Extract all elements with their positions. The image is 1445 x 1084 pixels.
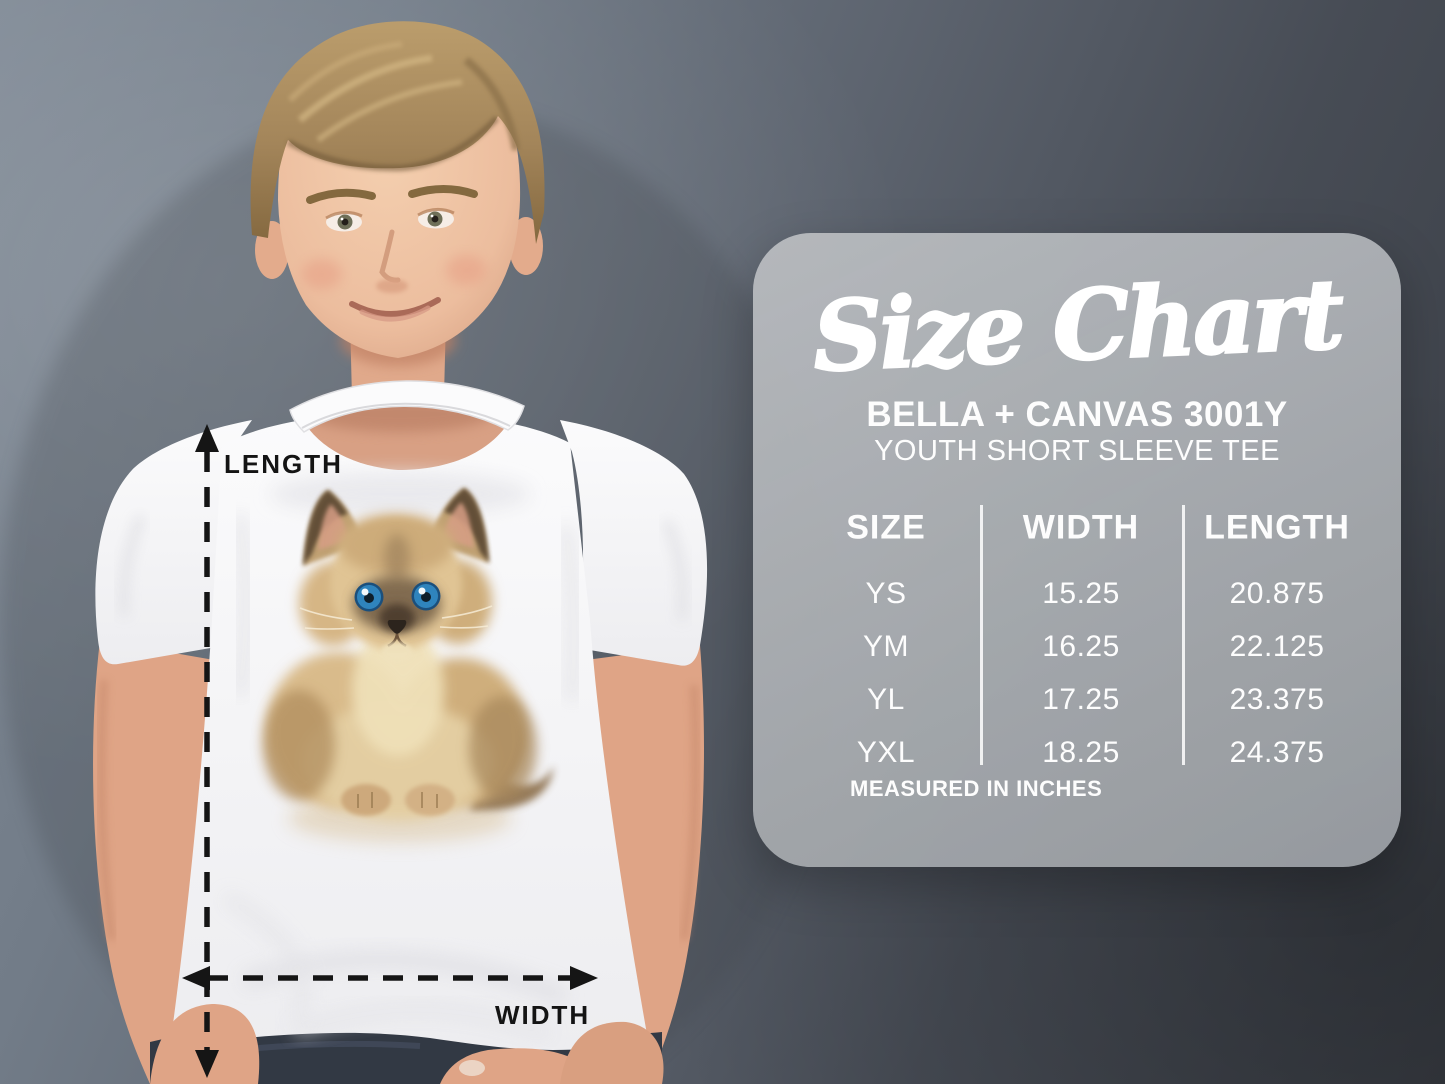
measurement-arrows [182,424,598,1078]
table-row: YL 17.25 23.375 [753,673,1401,726]
length-value: 23.375 [1229,682,1325,716]
length-value: 22.125 [1229,629,1325,663]
table-header-row: SIZE WIDTH LENGTH [753,505,1401,551]
length-label: LENGTH [224,449,343,479]
table-row: YM 16.25 22.125 [753,620,1401,673]
size-value: YM [863,629,909,663]
cat-graphic [263,488,554,842]
size-table: SIZE WIDTH LENGTH YS 15.25 20.875 YM 16.… [753,505,1401,779]
tshirt [95,380,708,1050]
product-line: YOUTH SHORT SLEEVE TEE [874,435,1280,467]
brand-line: BELLA + CANVAS 3001Y [866,395,1288,434]
size-value: YS [865,576,907,610]
column-divider [980,505,983,765]
length-value: 20.875 [1229,576,1325,610]
boy-eyes [325,208,455,232]
width-arrow [182,966,598,990]
size-chart-title: Size Chart [809,256,1344,394]
boy-hair [250,21,545,244]
col-header-width: WIDTH [1022,508,1140,547]
width-label: WIDTH [495,1000,591,1030]
size-value: YXL [856,735,916,769]
size-value: YL [867,682,905,716]
column-divider [1182,505,1185,765]
table-row: YS 15.25 20.875 [753,567,1401,620]
measurement-units-note: MEASURED IN INCHES [850,776,1103,801]
length-value: 24.375 [1229,735,1325,769]
width-value: 16.25 [1042,629,1120,663]
boy-hands [150,1004,664,1084]
size-chart-panel: Size Chart BELLA + CANVAS 3001Y YOUTH SH… [753,233,1401,867]
length-arrow [195,424,219,1078]
boy-head [250,21,545,426]
col-header-size: SIZE [846,508,926,547]
width-value: 15.25 [1042,576,1120,610]
table-row: YXL 18.25 24.375 [753,726,1401,779]
width-value: 17.25 [1042,682,1120,716]
width-value: 18.25 [1042,735,1120,769]
col-header-length: LENGTH [1204,508,1350,547]
